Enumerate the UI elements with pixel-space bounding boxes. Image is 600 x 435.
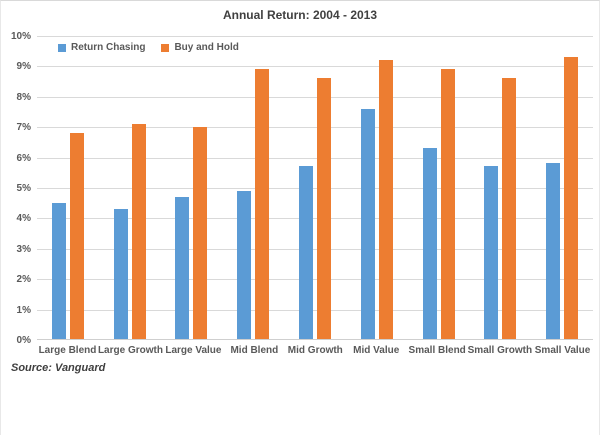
bar-return-chasing [360, 108, 375, 339]
y-tick-label: 4% [16, 213, 31, 225]
return-chasing-swatch [58, 43, 66, 52]
bar-buy-and-hold [255, 69, 270, 339]
y-tick-label: 6% [16, 152, 31, 164]
bar-buy-and-hold [502, 78, 517, 339]
gridline [37, 309, 593, 311]
bar-buy-and-hold [564, 57, 579, 339]
bar-return-chasing [237, 190, 252, 339]
gridline [37, 66, 593, 68]
bar-buy-and-hold [131, 123, 146, 339]
y-tick-label: 9% [16, 61, 31, 73]
bar-groups [37, 36, 593, 339]
legend: Return Chasing Buy and Hold [58, 42, 239, 53]
y-tick-label: 10% [10, 31, 31, 42]
x-tick-label: Large Value [165, 345, 222, 356]
bar-group-mid-value [346, 36, 408, 339]
gridline [37, 188, 593, 189]
bar-group-small-value [531, 36, 593, 339]
x-axis-labels: Large Blend Large Growth Large Value Mid Bl… [37, 345, 593, 356]
y-tick-label: 0% [16, 335, 31, 346]
bar-group-large-blend [37, 36, 99, 339]
y-tick-label: 1% [16, 304, 31, 316]
gridline [37, 248, 593, 250]
buy-and-hold-swatch [161, 43, 170, 52]
legend-label-buy-and-hold: Buy and Hold [174, 42, 239, 53]
bar-return-chasing [113, 208, 128, 339]
bar-group-mid-growth [284, 36, 346, 339]
bar-group-small-blend [408, 36, 470, 339]
x-tick-label: Large Growth [97, 345, 163, 356]
y-tick-label: 7% [16, 122, 31, 134]
bar-return-chasing [422, 148, 437, 339]
gridline [37, 279, 593, 281]
y-tick-label: 5% [16, 183, 31, 194]
y-tick-label: 8% [16, 91, 31, 103]
x-tick-label: Mid Growth [287, 345, 343, 356]
bar-return-chasing [546, 163, 561, 339]
legend-item-return-chasing: Return Chasing [58, 42, 145, 53]
x-tick-label: Small Blend [408, 345, 466, 356]
gridline [37, 218, 593, 220]
bar-buy-and-hold [440, 69, 455, 339]
y-tick-label: 3% [16, 243, 31, 255]
bar-buy-and-hold [193, 126, 208, 339]
bar-buy-and-hold [378, 60, 393, 339]
bar-buy-and-hold [69, 132, 84, 339]
legend-label-return-chasing: Return Chasing [71, 42, 146, 53]
plot-area: Return Chasing Buy and Hold [37, 36, 593, 340]
gridline [37, 96, 593, 98]
chart-title: Annual Return: 2004 - 2013 [222, 8, 378, 22]
bar-return-chasing [484, 166, 499, 339]
x-tick-label: Small Growth [467, 345, 533, 356]
bar-return-chasing [299, 166, 314, 339]
x-tick-label: Small Value [534, 345, 591, 356]
bar-group-small-growth [469, 36, 531, 339]
bar-buy-and-hold [317, 78, 332, 339]
bar-group-large-growth [99, 36, 161, 339]
source-note: Source: Vanguard [11, 362, 106, 374]
gridline [37, 127, 593, 129]
x-tick-label: Mid Value [353, 345, 400, 356]
gridline [37, 36, 593, 37]
bar-return-chasing [175, 196, 190, 339]
gridline [37, 157, 593, 159]
x-tick-label: Mid Blend [230, 345, 279, 356]
x-tick-label: Large Blend [38, 345, 97, 356]
bar-group-mid-blend [222, 36, 284, 339]
y-tick-label: 2% [16, 274, 31, 286]
legend-item-buy-and-hold: Buy and Hold [161, 42, 239, 53]
bar-return-chasing [51, 202, 66, 339]
bar-group-large-value [161, 36, 223, 339]
